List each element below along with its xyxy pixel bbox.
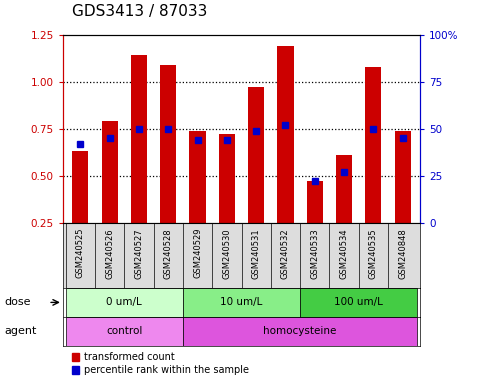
Text: 0 um/L: 0 um/L [106,297,142,308]
Bar [66,317,183,346]
Bar [183,317,417,346]
Text: GSM240535: GSM240535 [369,228,378,278]
Text: GSM240848: GSM240848 [398,228,407,279]
Text: GSM240525: GSM240525 [76,228,85,278]
Bar [189,131,206,223]
Bar [277,46,294,223]
Text: 10 um/L: 10 um/L [220,297,263,308]
Bar [248,87,264,223]
Text: 100 um/L: 100 um/L [334,297,383,308]
Bar [219,134,235,223]
Bar [336,155,352,223]
Text: GSM240529: GSM240529 [193,228,202,278]
Text: homocysteine: homocysteine [263,326,337,336]
Text: GSM240526: GSM240526 [105,228,114,278]
Bar [101,121,118,223]
Text: dose: dose [5,297,31,308]
Text: GSM240531: GSM240531 [252,228,261,278]
Bar [72,151,88,223]
Bar [131,55,147,223]
Bar [365,66,382,223]
Text: GDS3413 / 87033: GDS3413 / 87033 [72,4,208,19]
Text: GSM240534: GSM240534 [340,228,349,278]
Text: GSM240532: GSM240532 [281,228,290,278]
Bar [160,65,176,223]
Bar [66,288,183,317]
Legend: transformed count, percentile rank within the sample: transformed count, percentile rank withi… [68,348,253,379]
Text: control: control [106,326,142,336]
Text: GSM240528: GSM240528 [164,228,173,278]
Text: GSM240533: GSM240533 [310,228,319,279]
Bar [183,288,300,317]
Bar [307,181,323,223]
Text: GSM240527: GSM240527 [134,228,143,278]
Bar [395,131,411,223]
Text: agent: agent [5,326,37,336]
Bar [300,288,417,317]
Text: GSM240530: GSM240530 [222,228,231,278]
